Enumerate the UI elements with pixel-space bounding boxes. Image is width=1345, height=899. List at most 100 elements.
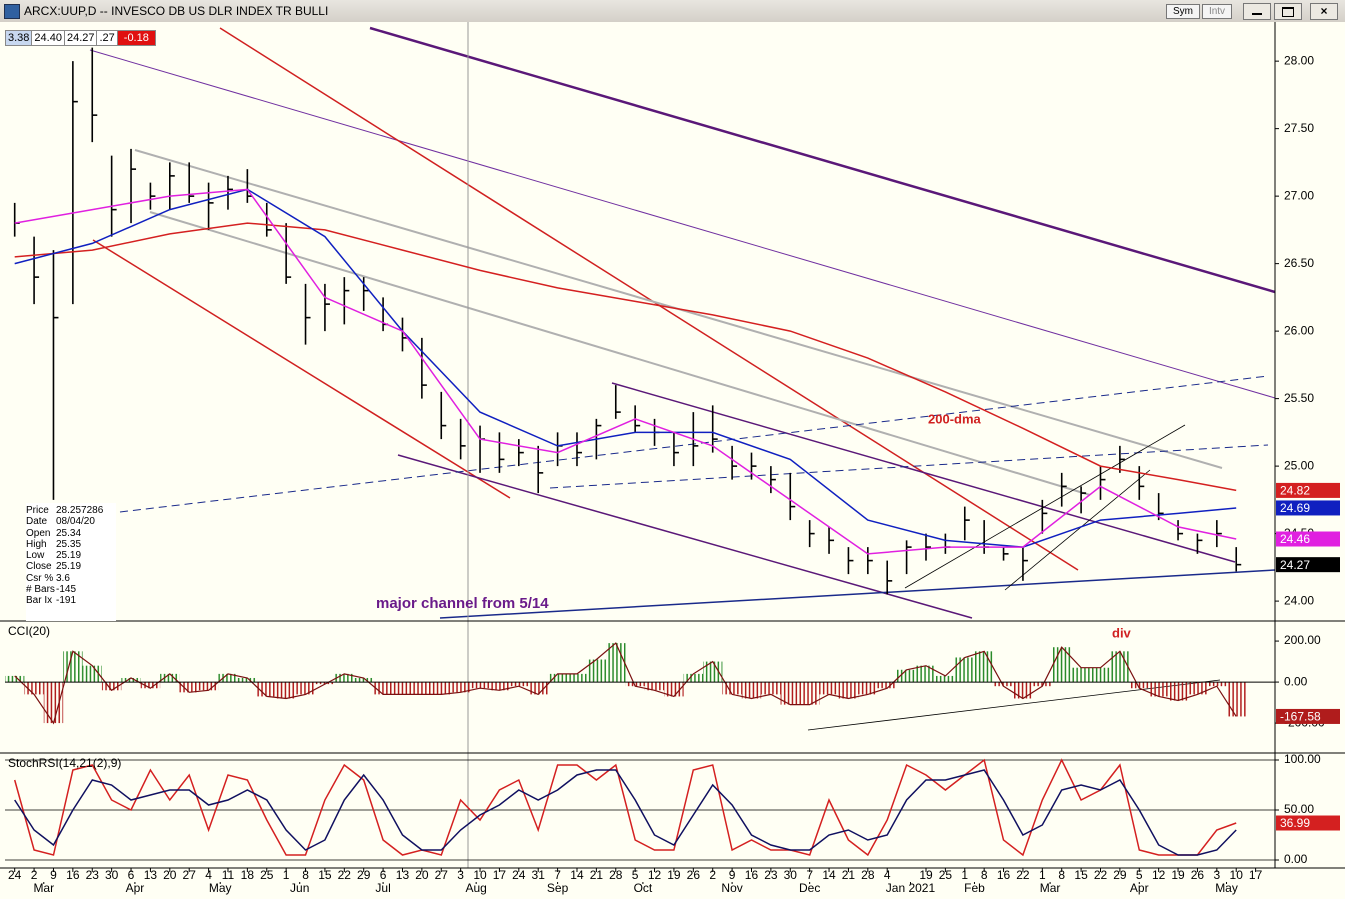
info-row: Close 25.19: [26, 561, 116, 572]
annotation: div: [1112, 625, 1132, 640]
intv-button[interactable]: Intv: [1202, 4, 1232, 19]
info-value: 28.257286: [56, 505, 104, 516]
labels: 28.0027.5027.0026.5026.0025.5025.0024.50…: [8, 53, 1340, 895]
cci-bar: [179, 682, 199, 693]
value-badge: 24.27: [1280, 558, 1310, 572]
info-box: Price 28.257286 Date 08/04/20 Open 25.34 High 2…: [26, 503, 116, 621]
month-label: Mar: [33, 881, 54, 895]
x-tick-label: 3: [1213, 868, 1220, 882]
minimize-button[interactable]: [1243, 3, 1271, 20]
info-value: 25.34: [56, 527, 82, 539]
cci-bar: [101, 682, 122, 691]
value-badge-bg: [1276, 557, 1340, 573]
month-label: Jun: [290, 881, 309, 895]
x-tick-label: 20: [163, 868, 177, 882]
x-tick-label: 27: [183, 868, 197, 882]
info-label: Close: [26, 561, 52, 573]
cci-bar: [974, 651, 994, 683]
cci-bar: [412, 682, 432, 695]
value-badge: 24.69: [1280, 501, 1310, 515]
month-label: Aug: [465, 881, 486, 895]
cci-bar: [1187, 682, 1208, 695]
x-tick-label: 5: [1136, 868, 1143, 882]
y-tick-label: 26.00: [1284, 323, 1314, 337]
value-badge-bg: [1276, 482, 1340, 498]
x-tick-label: 6: [380, 868, 387, 882]
x-tick-label: 26: [1191, 868, 1205, 882]
value-badge: -167.58: [1280, 710, 1321, 724]
cci-bar: [121, 677, 141, 683]
annotation: 200-dma: [928, 411, 982, 426]
window-title: ARCX:UUP,D -- INVESCO DB US DLR INDEX TR…: [24, 4, 329, 18]
info-row: Bar Ix -191: [26, 595, 116, 606]
app-icon: [4, 4, 20, 19]
x-tick-label: 8: [302, 868, 309, 882]
cci-bar: [1207, 682, 1227, 687]
cci-bar: [1052, 647, 1072, 683]
background: [0, 22, 1345, 899]
cci-bar: [82, 665, 102, 683]
info-label: Price: [26, 505, 49, 516]
x-tick-label: 28: [861, 868, 875, 882]
sym-button[interactable]: Sym: [1166, 4, 1200, 19]
info-label: # Bars: [26, 584, 55, 596]
y-tick-label: 25.50: [1284, 391, 1314, 405]
info-label: Open: [26, 527, 51, 539]
value-badge-bg: [1276, 531, 1340, 547]
info-label: High: [26, 538, 47, 550]
cci-bar: [916, 665, 936, 683]
info-value: -191: [56, 595, 77, 607]
cci-bar: [1168, 682, 1188, 701]
cci-bar: [257, 682, 277, 697]
value-badge-bg: [1276, 500, 1340, 516]
cci-bar: [1110, 651, 1130, 683]
x-tick-label: 28: [609, 868, 623, 882]
month-label: Dec: [799, 881, 820, 895]
cci-bar: [858, 682, 878, 695]
month-label: Jan 2021: [886, 881, 936, 895]
x-tick-label: 27: [435, 868, 449, 882]
cci-bar: [896, 669, 917, 683]
cci-bar: [5, 675, 25, 683]
y-tick-label: 27.00: [1284, 188, 1314, 202]
info-value: 25.35: [56, 538, 82, 550]
annotation: major channel from 5/14: [376, 595, 549, 612]
cci-bar: [354, 677, 374, 683]
x-tick-label: 22: [1094, 868, 1108, 882]
trend-line: [549, 444, 1269, 489]
month-label: Oct: [634, 881, 653, 895]
x-tick-label: 19: [919, 868, 933, 882]
x-tick-label: 2: [31, 868, 38, 882]
trend-line: [439, 569, 1276, 619]
x-tick-label: 18: [241, 868, 255, 882]
cci-bar: [625, 682, 645, 687]
trend-line: [89, 49, 1276, 399]
cci-bar: [431, 682, 451, 695]
x-tick-label: 24: [8, 868, 22, 882]
panel-borders: [0, 22, 1345, 869]
x-tick-label: 23: [764, 868, 778, 882]
value-badge-bg: [1276, 815, 1340, 831]
cci-bar: [1090, 667, 1111, 683]
y-tick-label: 50.00: [1284, 802, 1314, 816]
cci-bar: [140, 682, 161, 689]
info-value: 08/04/20: [56, 516, 95, 528]
cci-bar: [993, 682, 1014, 687]
month-label: Apr: [126, 881, 145, 895]
x-tick-label: 15: [318, 868, 332, 882]
moving-average: [14, 222, 1237, 492]
marks: [5, 47, 1275, 861]
trend-line: [397, 454, 973, 619]
info-row: Low 25.19: [26, 550, 116, 561]
cci-bar: [935, 675, 956, 683]
trend-line: [149, 211, 1091, 496]
x-tick-label: 17: [1249, 868, 1263, 882]
month-label: Feb: [964, 881, 985, 895]
value-badge: 24.46: [1280, 532, 1310, 546]
maximize-button[interactable]: [1274, 3, 1302, 20]
x-tick-label: 9: [729, 868, 736, 882]
cci-bar: [509, 682, 529, 687]
close-button[interactable]: ×: [1310, 3, 1338, 20]
cci-bar: [160, 673, 180, 683]
info-label: Bar Ix: [26, 595, 53, 607]
